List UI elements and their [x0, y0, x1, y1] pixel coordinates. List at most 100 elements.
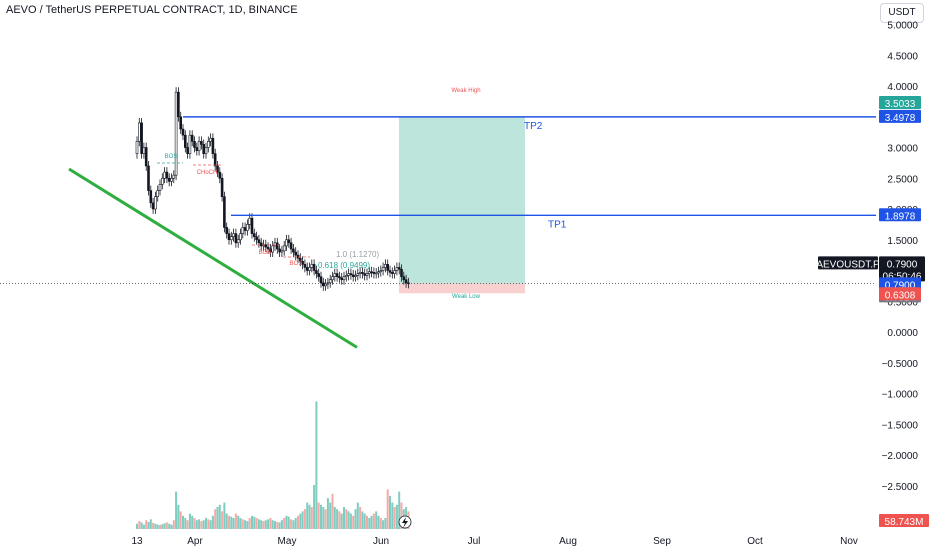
- volume-bar: [142, 524, 145, 529]
- volume-bar: [152, 522, 155, 529]
- volume-bar: [159, 525, 161, 529]
- stop-loss-zone[interactable]: [399, 283, 525, 294]
- volume-bar: [326, 498, 329, 529]
- countdown-badge: 06:50:46: [883, 271, 922, 282]
- volume-bar: [230, 516, 233, 529]
- candle-body: [303, 264, 307, 268]
- volume-bar: [228, 515, 230, 529]
- candle-body: [259, 242, 263, 247]
- candle-body: [239, 233, 242, 241]
- stop-price-badge-bg: [879, 287, 921, 301]
- volume-bar: [172, 520, 175, 529]
- volume-bar: [251, 515, 253, 529]
- volume-bar: [361, 511, 364, 529]
- candle-body: [402, 276, 406, 281]
- volume-bar: [393, 507, 396, 529]
- volume-bar: [377, 515, 380, 529]
- candle-body: [264, 244, 268, 248]
- candle-body: [147, 165, 150, 191]
- candle-body: [144, 147, 148, 167]
- candle-body: [372, 272, 376, 274]
- volume-bar: [260, 520, 263, 529]
- volume-bar: [340, 513, 343, 529]
- candle-body: [135, 141, 139, 154]
- candle-body: [374, 272, 378, 275]
- volume-bar: [379, 518, 382, 529]
- volume-bar: [354, 509, 357, 529]
- weak-low-label: Weak Low: [452, 294, 481, 300]
- volume-bar: [209, 520, 212, 529]
- volume-bar: [145, 520, 148, 529]
- volume-bar: [349, 513, 352, 529]
- candle-body: [193, 141, 196, 148]
- volume-bar: [370, 515, 373, 529]
- candle-body: [331, 276, 334, 281]
- candle-body: [388, 270, 392, 273]
- candle-body: [204, 147, 208, 154]
- volume-bar: [156, 524, 159, 529]
- y-tick-label: 5.0000: [887, 21, 918, 32]
- candle-body: [213, 153, 217, 167]
- candle-body: [236, 239, 240, 244]
- volume-bar: [384, 518, 387, 529]
- volume-bar: [297, 515, 299, 529]
- symbol-badge-bg: [818, 256, 878, 270]
- candle-body: [404, 279, 408, 284]
- last-price-badge-bg: [879, 256, 925, 270]
- volume-bar: [294, 518, 297, 529]
- price-badge-tp2: 3.4978: [885, 113, 916, 124]
- volume-bar: [225, 513, 228, 529]
- candle-body: [335, 273, 339, 277]
- price-badge-tp1-bg: [879, 208, 921, 222]
- candle-body: [167, 177, 171, 182]
- trendline[interactable]: [68, 167, 358, 349]
- volume-bar: [287, 516, 290, 529]
- volume-bar: [207, 519, 210, 529]
- candle-body: [377, 271, 380, 274]
- volume-bar: [264, 520, 267, 529]
- candle-body: [312, 264, 316, 271]
- candle-body: [149, 190, 153, 204]
- volume-bar: [198, 519, 201, 529]
- candle-body: [172, 174, 176, 179]
- candle-body: [218, 171, 222, 179]
- volume-bar: [333, 507, 336, 529]
- candle-body: [390, 272, 394, 274]
- candle-body: [271, 245, 275, 253]
- candle-body: [181, 128, 185, 136]
- volume-bar: [195, 520, 198, 529]
- candle-body: [266, 246, 270, 250]
- volume-bar: [177, 504, 180, 529]
- x-tick-label: Apr: [187, 536, 203, 547]
- volume-bar: [202, 520, 205, 529]
- volume-bar: [285, 515, 288, 529]
- volume-bar: [299, 513, 302, 529]
- currency-unit-button[interactable]: USDT: [880, 3, 924, 23]
- volume-bar: [313, 485, 316, 529]
- choch-label: CHoCH: [197, 170, 218, 176]
- volume-bar: [221, 511, 224, 529]
- volume-bar: [363, 513, 366, 529]
- volume-bar: [303, 509, 306, 529]
- candle-body: [315, 270, 318, 274]
- volume-bar: [329, 502, 332, 529]
- profit-target-zone[interactable]: [399, 116, 525, 284]
- candle-body: [253, 233, 256, 237]
- volume-bar: [147, 521, 150, 529]
- volume-bar: [398, 491, 401, 529]
- candle-body: [393, 270, 396, 274]
- price-line-badge: 0.7900: [885, 280, 916, 291]
- candle-body: [230, 236, 233, 241]
- candle-body: [273, 242, 277, 247]
- volume-bar: [331, 493, 334, 529]
- candle-body: [202, 144, 205, 154]
- x-tick-label: 13: [131, 536, 143, 547]
- candle-body: [367, 271, 371, 274]
- candle-body: [280, 250, 284, 253]
- volume-bar: [179, 511, 182, 529]
- fib-readout: 1.0 (1.1270): [336, 250, 379, 259]
- candle-body: [298, 257, 302, 262]
- volume-bar: [186, 520, 189, 529]
